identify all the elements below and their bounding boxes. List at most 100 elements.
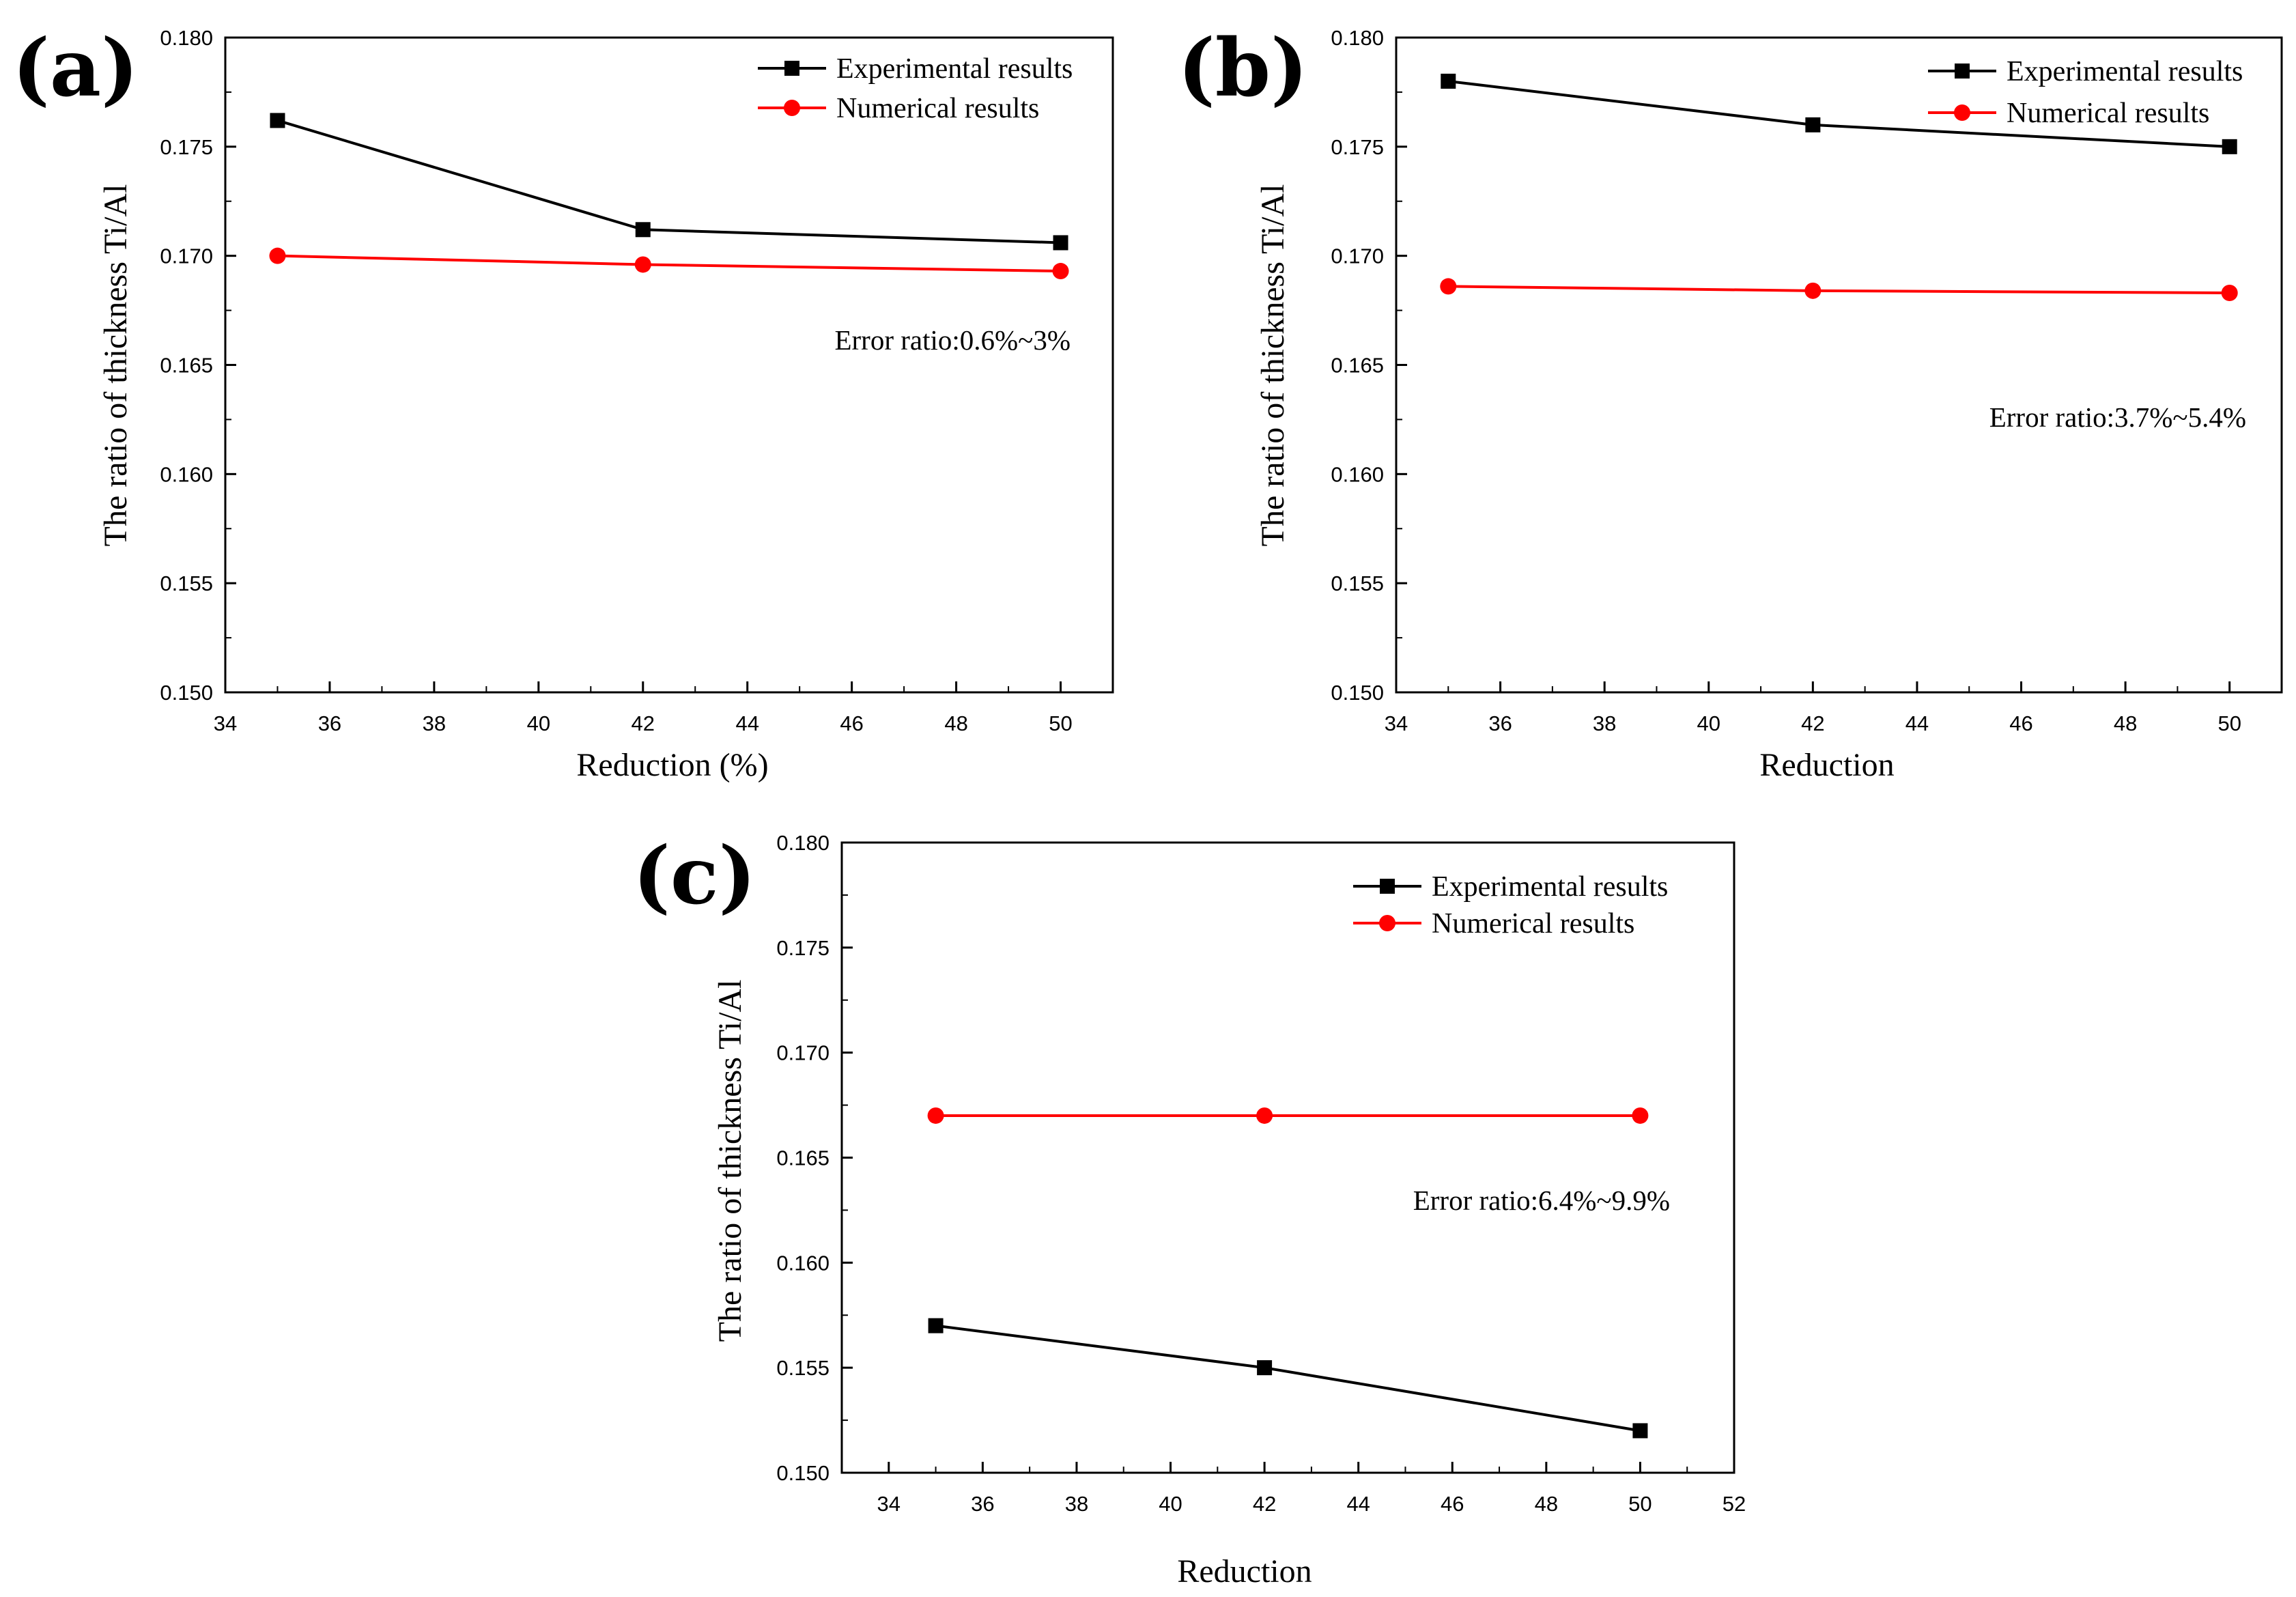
x-tick-label: 48 bbox=[2114, 711, 2137, 735]
plot-frame bbox=[224, 36, 1114, 694]
data-point-experimental bbox=[1805, 117, 1821, 132]
y-tick-label: 0.150 bbox=[776, 1461, 830, 1485]
data-point-numerical bbox=[269, 247, 286, 264]
legend-marker-circle bbox=[784, 100, 800, 116]
legend-marker-square bbox=[1380, 879, 1395, 894]
legend-entry-experimental: Experimental results bbox=[758, 53, 1073, 85]
y-tick-label: 0.170 bbox=[1331, 244, 1384, 268]
y-axis-title: The ratio of thickness Ti/Al bbox=[1255, 184, 1291, 547]
x-tick-label: 48 bbox=[944, 711, 967, 735]
x-tick-label: 42 bbox=[632, 711, 655, 735]
x-tick-label: 50 bbox=[2217, 711, 2241, 735]
x-axis-title: Reduction (%) bbox=[576, 747, 768, 783]
x-tick-label: 36 bbox=[1488, 711, 1512, 735]
legend-entry-numerical: Numerical results bbox=[758, 93, 1039, 124]
legend-entry-experimental: Experimental results bbox=[1928, 56, 2243, 87]
y-tick-label: 0.165 bbox=[776, 1146, 830, 1170]
x-tick-label: 34 bbox=[1385, 711, 1408, 735]
data-point-experimental bbox=[928, 1318, 944, 1333]
error-ratio-annotation: Error ratio:3.7%~5.4% bbox=[1989, 401, 2246, 433]
panel-label: (b) bbox=[1178, 22, 1308, 115]
y-tick-label: 0.150 bbox=[160, 681, 213, 705]
y-tick-label: 0.150 bbox=[1331, 681, 1384, 705]
panel-label: (a) bbox=[12, 22, 139, 115]
x-tick-label: 38 bbox=[1593, 711, 1616, 735]
legend-marker-square bbox=[1955, 63, 1970, 79]
y-axis-title: The ratio of thickness Ti/Al bbox=[98, 184, 134, 547]
x-tick-label: 46 bbox=[840, 711, 863, 735]
data-point-numerical bbox=[1256, 1107, 1273, 1124]
data-point-experimental bbox=[1632, 1423, 1648, 1439]
y-tick-label: 0.170 bbox=[160, 244, 213, 268]
x-tick-label: 40 bbox=[1697, 711, 1720, 735]
data-point-numerical bbox=[1052, 263, 1069, 280]
y-tick-label: 0.175 bbox=[160, 135, 213, 159]
legend-marker-square bbox=[784, 61, 799, 76]
series-line-experimental bbox=[277, 119, 1061, 244]
legend-entry-experimental: Experimental results bbox=[1353, 871, 1668, 903]
legend-label: Experimental results bbox=[2007, 56, 2243, 87]
data-point-experimental bbox=[1053, 235, 1068, 251]
x-tick-label: 42 bbox=[1253, 1492, 1276, 1516]
x-tick-label: 52 bbox=[1723, 1492, 1746, 1516]
data-point-experimental bbox=[1257, 1360, 1273, 1376]
data-point-numerical bbox=[927, 1107, 944, 1124]
data-point-experimental bbox=[635, 222, 651, 238]
data-point-experimental bbox=[1441, 73, 1456, 89]
x-tick-label: 38 bbox=[423, 711, 446, 735]
y-tick-label: 0.160 bbox=[160, 462, 213, 486]
y-tick-label: 0.180 bbox=[776, 831, 830, 855]
legend-marker-circle bbox=[1379, 915, 1395, 931]
legend-entry-numerical: Numerical results bbox=[1928, 98, 2209, 129]
x-tick-label: 34 bbox=[214, 711, 237, 735]
y-tick-label: 0.160 bbox=[776, 1251, 830, 1275]
legend-label: Numerical results bbox=[1432, 908, 1634, 939]
y-tick-label: 0.155 bbox=[160, 571, 213, 595]
data-point-numerical bbox=[634, 256, 651, 273]
x-tick-label: 42 bbox=[1801, 711, 1824, 735]
plot-frame bbox=[1395, 36, 2283, 694]
x-tick-label: 40 bbox=[1159, 1492, 1182, 1516]
y-tick-label: 0.155 bbox=[1331, 571, 1384, 595]
legend-marker-circle bbox=[1954, 104, 1970, 121]
x-tick-label: 34 bbox=[877, 1492, 901, 1516]
y-tick-label: 0.160 bbox=[1331, 462, 1384, 486]
x-tick-label: 36 bbox=[318, 711, 341, 735]
y-tick-label: 0.170 bbox=[776, 1041, 830, 1065]
series-line-numerical bbox=[1448, 285, 2230, 295]
x-tick-label: 48 bbox=[1535, 1492, 1558, 1516]
legend-label: Experimental results bbox=[836, 53, 1073, 85]
x-tick-label: 36 bbox=[971, 1492, 994, 1516]
series-line-experimental bbox=[935, 1324, 1641, 1432]
x-tick-label: 44 bbox=[735, 711, 759, 735]
data-point-numerical bbox=[1632, 1107, 1649, 1124]
data-point-numerical bbox=[1440, 278, 1457, 295]
chart-panel-a: 34 36 38 40 42 44 46 48 50 0.150 0.155 0.160 0.165 0.… bbox=[12, 22, 1114, 783]
legend-label: Experimental results bbox=[1432, 871, 1668, 903]
y-tick-label: 0.175 bbox=[776, 936, 830, 960]
x-tick-label: 44 bbox=[1905, 711, 1929, 735]
y-tick-label: 0.180 bbox=[1331, 26, 1384, 50]
x-axis-title: Reduction bbox=[1759, 747, 1894, 783]
y-tick-label: 0.175 bbox=[1331, 135, 1384, 159]
y-tick-label: 0.155 bbox=[776, 1356, 830, 1380]
x-tick-label: 40 bbox=[527, 711, 550, 735]
x-tick-label: 46 bbox=[2009, 711, 2032, 735]
x-axis-title: Reduction bbox=[1177, 1553, 1312, 1589]
x-tick-label: 44 bbox=[1346, 1492, 1370, 1516]
series-line-numerical bbox=[277, 254, 1061, 273]
legend-label: Numerical results bbox=[836, 93, 1039, 124]
y-axis-title: The ratio of thickness Ti/Al bbox=[712, 980, 748, 1342]
data-point-experimental bbox=[2222, 139, 2237, 154]
x-tick-label: 50 bbox=[1628, 1492, 1652, 1516]
data-point-experimental bbox=[270, 113, 285, 128]
y-tick-label: 0.180 bbox=[160, 26, 213, 50]
legend-entry-numerical: Numerical results bbox=[1353, 908, 1634, 939]
data-point-numerical bbox=[2221, 285, 2238, 302]
error-ratio-annotation: Error ratio:0.6%~3% bbox=[834, 324, 1071, 356]
legend-label: Numerical results bbox=[2007, 98, 2209, 129]
chart-panel-b: 34 36 38 40 42 44 46 48 50 0.150 0.155 0.160 0.165 0.… bbox=[1178, 22, 2283, 783]
y-tick-label: 0.165 bbox=[1331, 354, 1384, 378]
data-point-numerical bbox=[1804, 282, 1822, 299]
